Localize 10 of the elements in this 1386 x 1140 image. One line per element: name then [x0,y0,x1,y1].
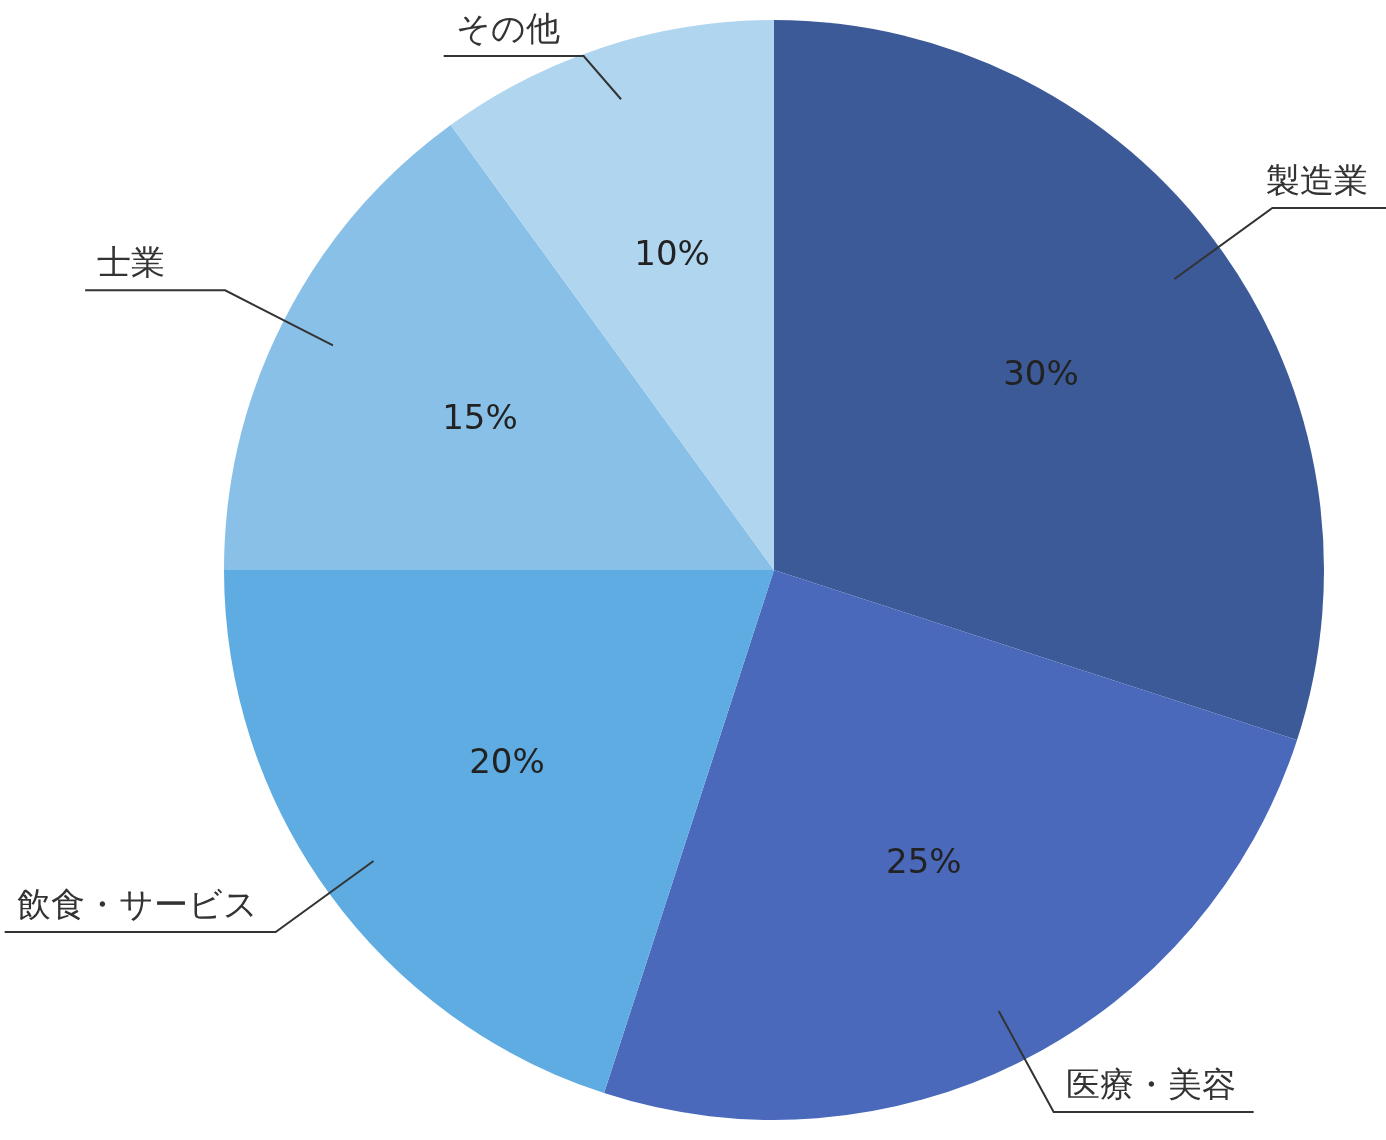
data-label: 10% [634,232,710,273]
data-label: 20% [469,740,545,781]
slice-label: 医療・美容 [1065,1063,1236,1104]
slice-label: その他 [455,7,560,48]
data-label: 25% [886,840,962,881]
data-label: 30% [1003,352,1079,393]
slice-label: 飲食・サービス [16,883,258,924]
slice-label: 製造業 [1266,159,1368,200]
data-label: 15% [442,397,518,438]
slice-label: 士業 [97,242,166,283]
